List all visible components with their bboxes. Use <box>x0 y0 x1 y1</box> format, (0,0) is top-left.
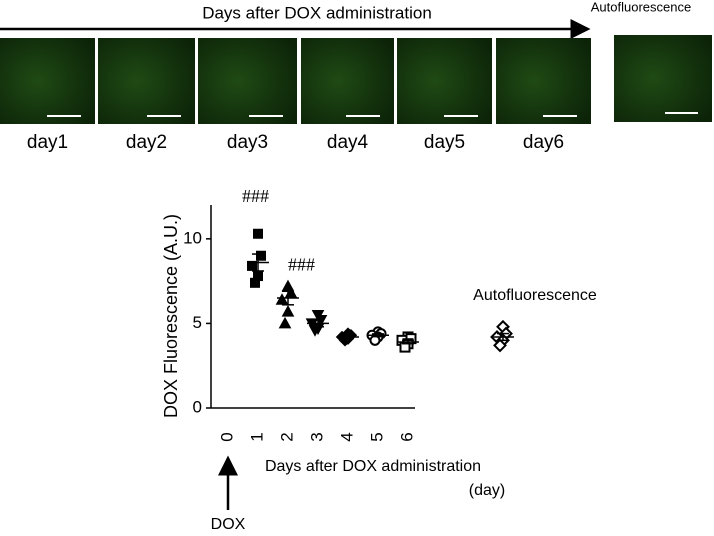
significance: ### <box>242 186 269 206</box>
micrograph <box>614 35 712 122</box>
micrograph <box>397 38 492 124</box>
top-title: Days after DOX administration <box>202 3 432 22</box>
point <box>275 293 289 305</box>
point <box>278 316 292 329</box>
x-tick-label: 3 <box>307 432 326 441</box>
point <box>253 228 263 239</box>
point <box>256 250 266 261</box>
day-label: day6 <box>523 132 564 153</box>
micrograph <box>496 38 591 124</box>
day-label: day3 <box>227 132 268 153</box>
y-axis-label: DOX Fluorescence (A.U.) <box>161 214 181 418</box>
point <box>281 305 295 317</box>
micrograph <box>301 38 394 124</box>
point <box>308 325 322 337</box>
significance: ### <box>288 254 315 274</box>
point <box>493 338 507 353</box>
x-tick-label: 2 <box>277 432 296 441</box>
day-label: day5 <box>424 132 465 153</box>
point <box>250 277 260 288</box>
day-label: day1 <box>27 132 68 153</box>
x-axis-unit: (day) <box>469 482 505 499</box>
micrograph <box>98 38 195 124</box>
dox-label: DOX <box>211 516 246 533</box>
x-tick-label: 0 <box>217 432 236 441</box>
x-axis-label: Days after DOX administration <box>265 458 481 475</box>
y-tick-label: 10 <box>183 228 202 247</box>
x-tick-label: 4 <box>337 432 356 441</box>
x-tick-label: 5 <box>367 432 386 441</box>
group-label: Autofluorescence <box>473 287 597 304</box>
day-label: day2 <box>126 132 167 153</box>
day-label: day4 <box>327 132 369 153</box>
micrograph <box>0 38 95 124</box>
micrograph <box>198 38 297 124</box>
y-tick-label: 5 <box>193 313 202 332</box>
x-tick-label: 1 <box>247 432 266 441</box>
autofluorescence-title: Autofluorescence <box>591 0 691 14</box>
x-tick-label: 6 <box>397 432 416 441</box>
y-tick-label: 0 <box>193 397 202 416</box>
